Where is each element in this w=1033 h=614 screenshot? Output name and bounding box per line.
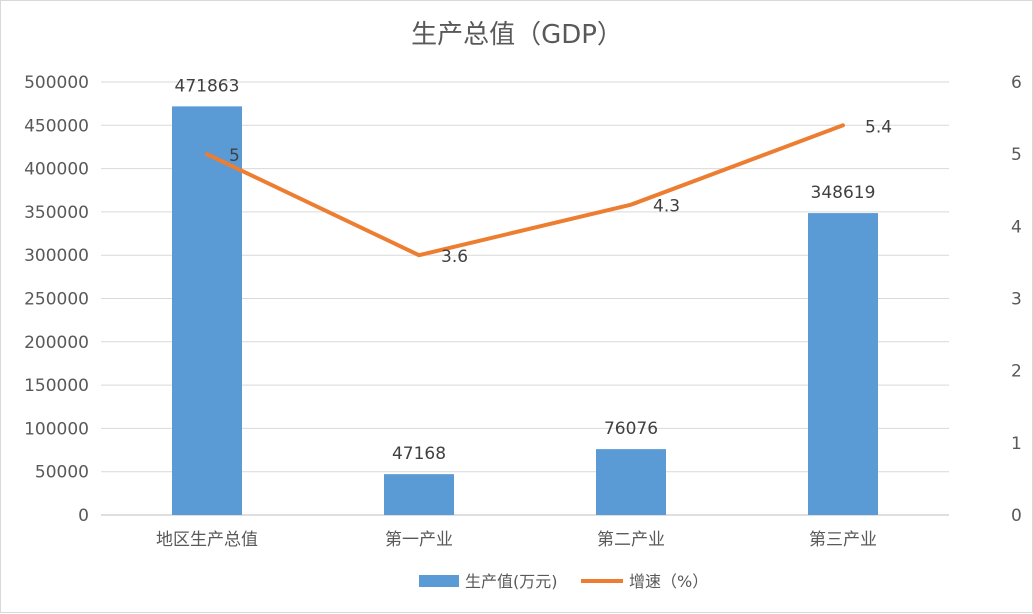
legend-label: 增速（%）: [629, 572, 708, 591]
left-axis-ticks: 0 50000 100000 150000 200000 250000 300000 3500…: [24, 73, 89, 526]
y2-tick-label: 2: [1011, 362, 1022, 382]
y2-tick-label: 6: [1011, 73, 1022, 93]
y2-tick-label: 5: [1011, 145, 1022, 165]
line-data-label: 5.4: [865, 117, 892, 137]
bar-data-label: 47168: [392, 444, 446, 464]
bar-series: 471863 47168 76076 348619: [172, 76, 878, 516]
line-data-label: 3.6: [441, 247, 468, 267]
y-tick-label: 200000: [24, 333, 89, 353]
line-series-path: [205, 123, 845, 258]
bar: [808, 213, 878, 515]
right-axis-ticks: 0 1 2 3 4 5 6: [1011, 73, 1022, 526]
line-series: 5 3.6 4.3 5.4: [205, 117, 892, 267]
y2-tick-label: 4: [1011, 217, 1022, 237]
category-label: 第三产业: [809, 530, 877, 550]
chart-title: 生产总值（GDP）: [411, 20, 623, 50]
y-tick-label: 350000: [24, 203, 89, 223]
y-tick-label: 300000: [24, 246, 89, 266]
category-label: 地区生产总值: [156, 530, 258, 550]
y2-tick-label: 0: [1011, 506, 1022, 526]
category-label: 第二产业: [597, 530, 665, 550]
legend-swatch-bar: [419, 575, 459, 587]
legend-label: 生产值(万元): [465, 572, 558, 591]
bar: [384, 474, 454, 515]
category-label: 第一产业: [385, 530, 453, 550]
line-data-label: 5: [229, 146, 240, 166]
y-tick-label: 0: [78, 506, 89, 526]
y-tick-label: 400000: [24, 160, 89, 180]
bar: [596, 449, 666, 515]
y-tick-label: 500000: [24, 73, 89, 93]
y2-tick-label: 3: [1011, 290, 1022, 310]
bar-data-label: 76076: [604, 419, 658, 439]
bar-data-label: 348619: [811, 183, 876, 203]
y-tick-label: 250000: [24, 290, 89, 310]
y-tick-label: 100000: [24, 419, 89, 439]
gridlines: [101, 81, 949, 516]
bar-data-label: 471863: [175, 76, 240, 96]
y-tick-label: 50000: [35, 463, 89, 483]
bar: [172, 106, 242, 516]
legend: 生产值(万元) 增速（%）: [419, 572, 708, 591]
y-tick-label: 150000: [24, 376, 89, 396]
y2-tick-label: 1: [1011, 434, 1022, 454]
y-tick-label: 450000: [24, 116, 89, 136]
category-labels: 地区生产总值 第一产业 第二产业 第三产业: [156, 530, 877, 550]
line-data-label: 4.3: [653, 197, 680, 217]
